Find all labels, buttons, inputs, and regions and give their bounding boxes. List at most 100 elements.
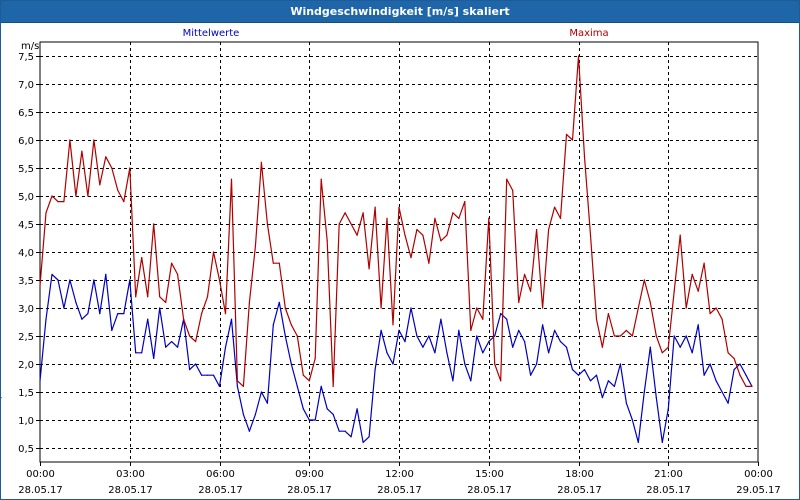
data-point-maxima <box>440 240 442 242</box>
data-point-mittelwerte <box>368 436 370 438</box>
data-point-mittelwerte <box>123 313 125 315</box>
data-point-maxima <box>434 217 436 219</box>
data-point-mittelwerte <box>697 324 699 326</box>
data-point-maxima <box>356 234 358 236</box>
data-point-maxima <box>595 318 598 320</box>
data-point-maxima <box>428 262 430 264</box>
x-tick-date-label: 28.05.17 <box>467 485 512 496</box>
data-point-maxima <box>685 307 687 309</box>
data-point-mittelwerte <box>75 301 77 303</box>
data-point-maxima <box>242 385 244 387</box>
y-tick-label: 1,0 <box>18 416 34 427</box>
data-point-mittelwerte <box>416 335 418 337</box>
data-point-maxima <box>422 234 424 236</box>
data-point-mittelwerte <box>559 341 562 343</box>
data-point-maxima <box>577 55 580 57</box>
data-point-mittelwerte <box>45 318 47 320</box>
data-point-maxima <box>554 206 556 208</box>
series-mittelwerte <box>1 273 753 443</box>
data-point-maxima <box>224 313 227 315</box>
data-point-maxima <box>117 189 119 191</box>
data-point-mittelwerte <box>530 374 532 376</box>
data-point-mittelwerte <box>218 385 221 387</box>
data-point-maxima <box>721 318 723 320</box>
data-point-maxima <box>338 223 340 225</box>
data-point-mittelwerte <box>314 419 316 421</box>
data-point-mittelwerte <box>715 380 717 382</box>
data-point-mittelwerte <box>482 352 484 354</box>
data-point-maxima <box>524 273 526 275</box>
data-point-maxima <box>332 385 334 387</box>
data-point-mittelwerte <box>655 397 657 399</box>
data-point-maxima <box>661 352 663 354</box>
data-point-mittelwerte <box>141 352 143 354</box>
data-point-mittelwerte <box>284 335 286 337</box>
data-point-mittelwerte <box>434 352 436 354</box>
data-point-maxima <box>739 374 741 376</box>
data-point-maxima <box>476 307 478 309</box>
y-tick-label: 1,5 <box>18 388 34 399</box>
data-point-mittelwerte <box>51 273 53 275</box>
data-point-mittelwerte <box>470 380 472 382</box>
x-tick-date-label: 29.05.17 <box>736 485 781 496</box>
data-point-mittelwerte <box>392 363 394 365</box>
data-point-maxima <box>548 229 550 231</box>
data-point-mittelwerte <box>619 363 622 365</box>
data-point-mittelwerte <box>506 318 508 320</box>
x-tick-date-label: 28.05.17 <box>18 485 63 496</box>
data-point-mittelwerte <box>667 408 669 410</box>
data-point-maxima <box>518 301 520 303</box>
data-point-mittelwerte <box>518 329 520 331</box>
data-point-mittelwerte <box>87 313 89 315</box>
data-point-mittelwerte <box>745 374 747 376</box>
data-point-mittelwerte <box>326 408 328 410</box>
data-point-maxima <box>93 139 95 141</box>
data-point-maxima <box>236 380 238 382</box>
x-tick-date-label: 28.05.17 <box>377 485 422 496</box>
data-point-mittelwerte <box>542 324 544 326</box>
x-tick-time-label: 06:00 <box>206 469 235 480</box>
data-point-maxima <box>105 156 107 158</box>
data-point-mittelwerte <box>512 346 514 348</box>
data-point-mittelwerte <box>165 346 167 348</box>
data-point-mittelwerte <box>356 408 358 410</box>
data-point-mittelwerte <box>147 318 149 320</box>
data-point-mittelwerte <box>1 397 2 399</box>
data-point-mittelwerte <box>631 419 634 421</box>
data-point-maxima <box>649 301 651 303</box>
data-point-maxima <box>171 262 173 264</box>
data-point-mittelwerte <box>589 380 592 382</box>
data-point-maxima <box>613 335 616 337</box>
x-tick-date-label: 28.05.17 <box>557 485 602 496</box>
data-point-mittelwerte <box>111 329 113 331</box>
data-point-maxima <box>374 206 376 208</box>
data-point-maxima <box>314 357 316 359</box>
x-tick-date-label: 28.05.17 <box>108 485 153 496</box>
data-point-mittelwerte <box>464 363 466 365</box>
data-point-mittelwerte <box>548 352 550 354</box>
data-point-maxima <box>320 178 322 180</box>
data-point-mittelwerte <box>260 391 262 393</box>
data-point-maxima <box>248 301 250 303</box>
y-tick-label: 0,5 <box>18 444 34 455</box>
data-point-maxima <box>589 234 592 236</box>
data-point-mittelwerte <box>386 352 388 354</box>
data-point-mittelwerte <box>583 369 586 371</box>
data-point-maxima <box>201 313 203 315</box>
data-point-maxima <box>494 363 496 365</box>
data-point-maxima <box>398 206 400 208</box>
data-point-maxima <box>206 296 209 298</box>
data-point-mittelwerte <box>332 413 334 415</box>
data-point-maxima <box>571 139 574 141</box>
data-point-maxima <box>212 251 215 253</box>
data-point-mittelwerte <box>446 352 448 354</box>
data-point-maxima <box>165 301 167 303</box>
data-point-mittelwerte <box>494 335 496 337</box>
data-point-maxima <box>697 290 699 292</box>
data-point-mittelwerte <box>129 279 131 281</box>
y-tick-label: 7,5 <box>18 52 34 63</box>
data-point-mittelwerte <box>177 346 179 348</box>
data-point-maxima <box>488 217 490 219</box>
data-point-maxima <box>559 217 562 219</box>
data-point-maxima <box>63 201 65 203</box>
